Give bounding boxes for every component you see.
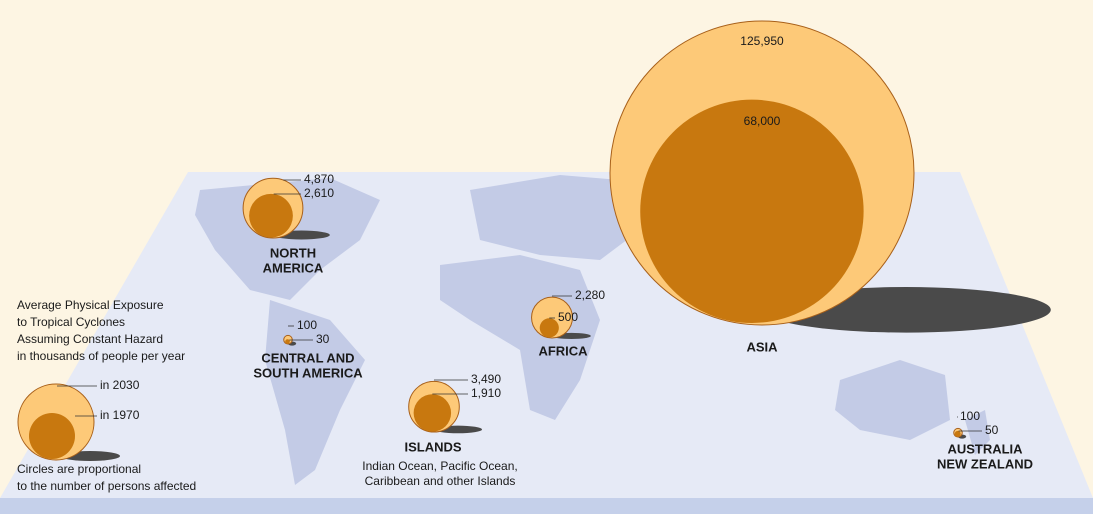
region-subtitle: Caribbean and other Islands bbox=[365, 474, 516, 488]
value-label: 50 bbox=[985, 423, 999, 437]
legend-title: Assuming Constant Hazard bbox=[17, 332, 163, 346]
value-label: 68,000 bbox=[744, 114, 781, 128]
value-label: 100 bbox=[960, 409, 980, 423]
region-name: NEW ZEALAND bbox=[937, 456, 1033, 471]
bottom-strip bbox=[0, 498, 1093, 514]
value-label: 100 bbox=[297, 318, 317, 332]
region-name: ASIA bbox=[746, 339, 778, 354]
value-label: 2,610 bbox=[304, 186, 334, 200]
legend-label: in 1970 bbox=[100, 408, 140, 422]
value-label: 2,280 bbox=[575, 288, 605, 302]
value-label: 500 bbox=[558, 310, 578, 324]
legend-title: Average Physical Exposure bbox=[17, 298, 164, 312]
circle-1970 bbox=[640, 99, 864, 323]
legend-note: to the number of persons affected bbox=[17, 479, 196, 493]
circle-1970 bbox=[285, 339, 290, 344]
region-name: ISLANDS bbox=[404, 439, 461, 454]
region-name: AMERICA bbox=[263, 260, 324, 275]
legend-label: in 2030 bbox=[100, 378, 140, 392]
value-label: 4,870 bbox=[304, 172, 334, 186]
region-name: NORTH bbox=[270, 245, 316, 260]
legend-title: in thousands of people per year bbox=[17, 349, 185, 363]
circle-1970 bbox=[413, 394, 452, 432]
region-name: AFRICA bbox=[538, 343, 588, 358]
region-name: AUSTRALIA bbox=[947, 441, 1023, 456]
region-subtitle: Indian Ocean, Pacific Ocean, bbox=[362, 459, 517, 473]
legend-note: Circles are proportional bbox=[17, 462, 141, 476]
circle-1970 bbox=[249, 193, 293, 238]
circle-1970 bbox=[539, 318, 559, 338]
legend-circle-1970 bbox=[29, 413, 75, 459]
legend-title: to Tropical Cyclones bbox=[17, 315, 125, 329]
value-label: 30 bbox=[316, 332, 330, 346]
region-name: CENTRAL AND bbox=[261, 350, 354, 365]
region-name: SOUTH AMERICA bbox=[253, 365, 363, 380]
circle-1970 bbox=[954, 430, 961, 437]
value-label: 3,490 bbox=[471, 372, 501, 386]
value-label: 1,910 bbox=[471, 386, 501, 400]
value-label: 125,950 bbox=[740, 34, 784, 48]
